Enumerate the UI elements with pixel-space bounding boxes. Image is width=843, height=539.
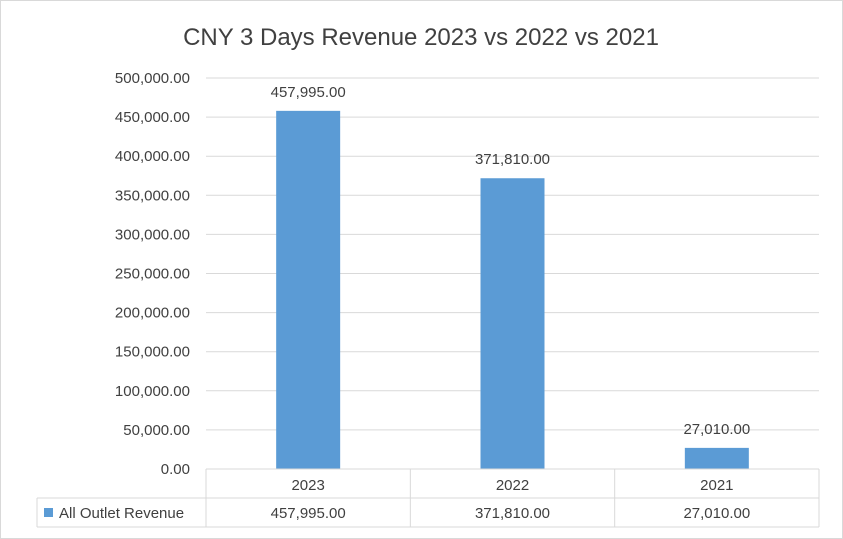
- y-tick-label: 450,000.00: [115, 109, 190, 126]
- data-label: 371,810.00: [475, 151, 550, 168]
- data-table-cell: 371,810.00: [475, 505, 550, 522]
- bar-2023: [276, 110, 341, 470]
- y-tick-label: 100,000.00: [115, 383, 190, 400]
- y-tick-label: 500,000.00: [115, 70, 190, 87]
- bar-2021: [684, 447, 749, 469]
- bar-2022: [480, 178, 545, 470]
- x-tick-label: 2023: [291, 477, 324, 494]
- x-tick-label: 2021: [700, 477, 733, 494]
- y-tick-label: 50,000.00: [123, 422, 190, 439]
- y-tick-label: 300,000.00: [115, 226, 190, 243]
- legend-label: All Outlet Revenue: [59, 505, 184, 522]
- y-tick-label: 0.00: [161, 461, 190, 478]
- data-table-cell: 27,010.00: [683, 505, 750, 522]
- legend-swatch: [44, 508, 53, 517]
- y-tick-label: 150,000.00: [115, 344, 190, 361]
- data-label: 27,010.00: [683, 421, 750, 438]
- y-tick-label: 200,000.00: [115, 305, 190, 322]
- chart-title: CNY 3 Days Revenue 2023 vs 2022 vs 2021: [183, 24, 659, 51]
- x-tick-label: 2022: [496, 477, 529, 494]
- y-tick-label: 250,000.00: [115, 266, 190, 283]
- data-label: 457,995.00: [271, 84, 346, 101]
- data-table-cell: 457,995.00: [271, 505, 346, 522]
- y-tick-label: 350,000.00: [115, 187, 190, 204]
- y-tick-label: 400,000.00: [115, 148, 190, 165]
